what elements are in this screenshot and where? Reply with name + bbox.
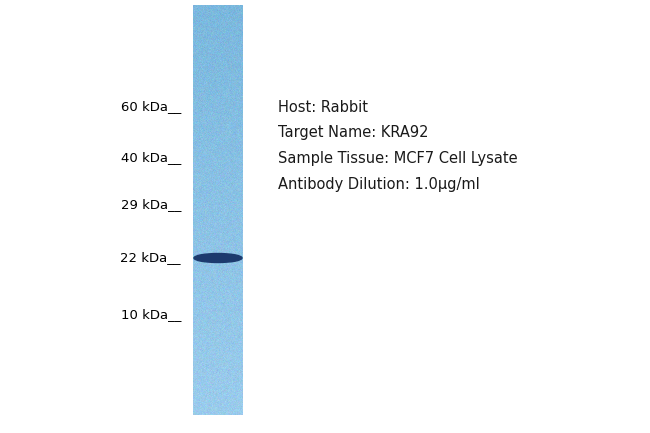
Text: 29 kDa__: 29 kDa__ [121, 198, 181, 211]
Text: Antibody Dilution: 1.0µg/ml: Antibody Dilution: 1.0µg/ml [278, 178, 480, 193]
Text: 10 kDa__: 10 kDa__ [121, 308, 181, 321]
Text: Host: Rabbit: Host: Rabbit [278, 100, 368, 114]
Text: 40 kDa__: 40 kDa__ [121, 152, 181, 165]
Text: 60 kDa__: 60 kDa__ [121, 100, 181, 113]
Text: Sample Tissue: MCF7 Cell Lysate: Sample Tissue: MCF7 Cell Lysate [278, 152, 517, 167]
Ellipse shape [194, 253, 242, 262]
Text: Target Name: KRA92: Target Name: KRA92 [278, 126, 428, 140]
Text: 22 kDa__: 22 kDa__ [120, 252, 181, 265]
